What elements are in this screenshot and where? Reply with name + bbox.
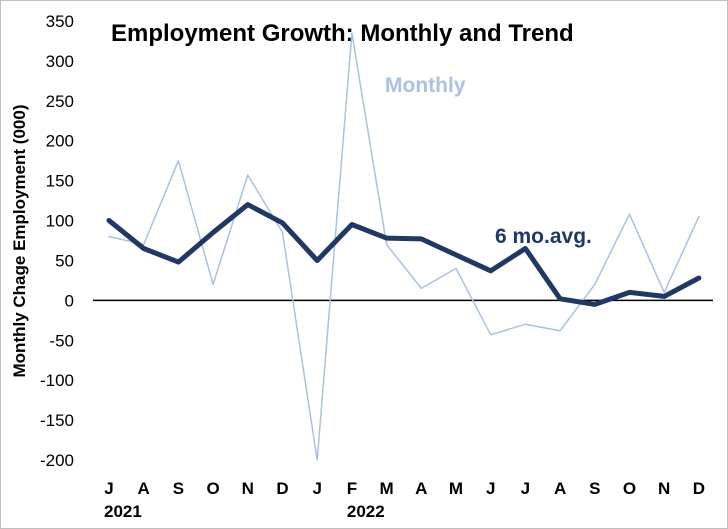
x-tick-label: D	[693, 479, 705, 498]
x-tick-label: J	[521, 479, 530, 498]
x-tick-label: N	[242, 479, 254, 498]
series-label-monthly: Monthly	[385, 74, 466, 97]
y-tick-label: 350	[46, 12, 74, 31]
x-tick-label: S	[173, 479, 184, 498]
year-labels: 2021 2022	[104, 502, 385, 521]
year-label: 2022	[347, 502, 385, 521]
year-label: 2021	[104, 502, 142, 521]
y-tick-label: -150	[40, 411, 74, 430]
series-line-6mo-avg	[106, 202, 702, 307]
series-label-6mo-avg: 6 mo.avg.	[495, 225, 592, 248]
y-tick-label: 50	[55, 251, 74, 270]
y-tick-label: -200	[40, 451, 74, 470]
x-tick-label: M	[449, 479, 463, 498]
y-tick-label: 0	[65, 291, 74, 310]
x-tick-label: S	[589, 479, 600, 498]
x-tick-label: N	[658, 479, 670, 498]
x-tick-label: A	[415, 479, 427, 498]
y-axis-ticks: 350 300 250 200 150 100 50 0 -50 -100 -150 -200	[40, 12, 74, 470]
x-tick-label: D	[276, 479, 288, 498]
x-tick-label: O	[206, 479, 219, 498]
x-tick-label: A	[554, 479, 566, 498]
x-tick-label: M	[380, 479, 394, 498]
x-tick-label: F	[347, 479, 357, 498]
y-tick-label: 150	[46, 172, 74, 191]
y-tick-label: 250	[46, 92, 74, 111]
x-tick-label: O	[623, 479, 636, 498]
y-tick-label: 100	[46, 212, 74, 231]
y-tick-label: 200	[46, 132, 74, 151]
series-lines	[106, 32, 702, 461]
x-tick-label: A	[138, 479, 150, 498]
y-tick-label: 300	[46, 52, 74, 71]
chart-title: Employment Growth: Monthly and Trend	[111, 20, 574, 47]
x-tick-label: J	[312, 479, 321, 498]
y-axis-label: Monthly Chage Employment (000)	[10, 105, 29, 378]
x-tick-label: J	[486, 479, 495, 498]
x-tick-label: J	[104, 479, 113, 498]
series-line-monthly	[108, 32, 700, 461]
y-tick-label: -100	[40, 371, 74, 390]
y-tick-label: -50	[49, 331, 74, 350]
